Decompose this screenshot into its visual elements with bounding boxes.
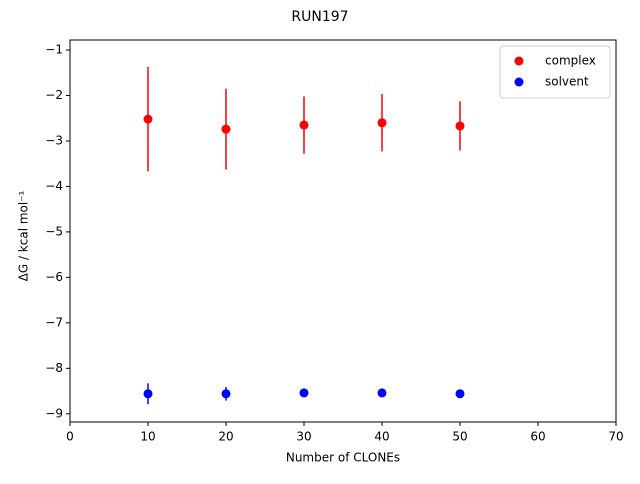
point <box>299 120 309 130</box>
legend-marker <box>514 56 524 66</box>
x-tick-label: 30 <box>296 430 311 444</box>
x-tick-label: 20 <box>218 430 233 444</box>
point <box>143 114 153 124</box>
point <box>455 389 465 399</box>
point <box>143 389 153 399</box>
y-tick-label: −1 <box>45 43 63 57</box>
y-axis-label: ΔG / kcal mol⁻¹ <box>17 190 31 281</box>
y-tick-label: −4 <box>45 179 63 193</box>
point <box>299 388 309 398</box>
x-tick-label: 50 <box>452 430 467 444</box>
x-tick-label: 0 <box>66 430 74 444</box>
point <box>455 121 465 131</box>
x-tick-label: 40 <box>374 430 389 444</box>
legend-marker <box>514 77 524 87</box>
y-tick-label: −2 <box>45 88 63 102</box>
y-tick-label: −5 <box>45 224 63 238</box>
y-tick-label: −8 <box>45 361 63 375</box>
x-axis-label: Number of CLONEs <box>286 451 400 465</box>
y-tick-label: −6 <box>45 270 63 284</box>
x-tick-label: 70 <box>608 430 623 444</box>
point <box>221 389 231 399</box>
y-tick-label: −9 <box>45 406 63 420</box>
x-tick-label: 60 <box>530 430 545 444</box>
y-tick-label: −3 <box>45 133 63 147</box>
point <box>377 388 387 398</box>
point <box>377 118 387 128</box>
y-tick-label: −7 <box>45 315 63 329</box>
x-tick-label: 10 <box>140 430 155 444</box>
plot-frame <box>69 39 617 423</box>
legend-label: solvent <box>545 75 589 89</box>
point <box>221 124 231 134</box>
chart-title: RUN197 <box>291 9 348 25</box>
legend-label: complex <box>545 54 596 68</box>
legend-box <box>499 45 611 99</box>
